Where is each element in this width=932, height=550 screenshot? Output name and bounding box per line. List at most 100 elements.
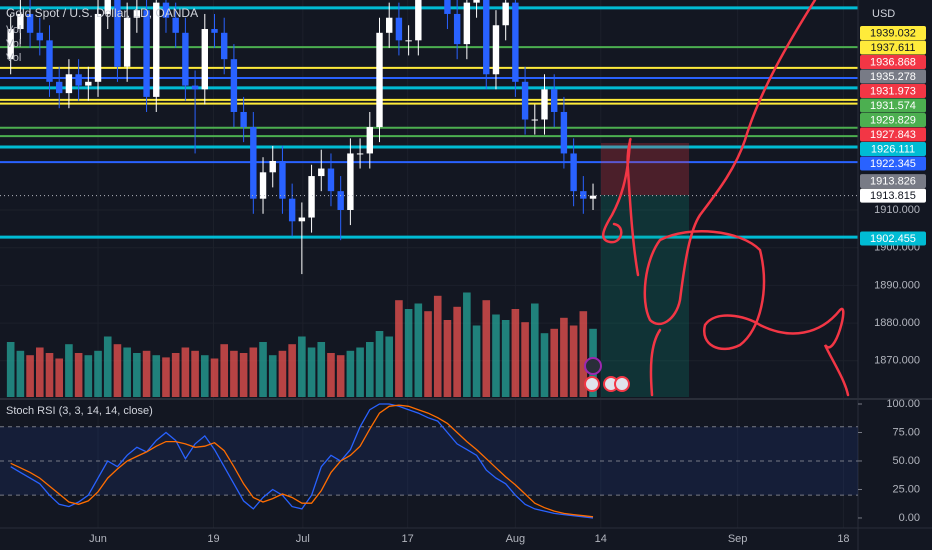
price-chip-label: 1926.111 [871,143,915,155]
x-tick-label: Jun [89,533,107,545]
candle-body [46,40,53,82]
volume-bar [278,350,287,397]
candle-body [17,13,24,30]
volume-bar [307,347,316,397]
price-chip [860,112,926,127]
candle-body [318,168,325,177]
candle-body [162,2,170,18]
price-chip [860,156,926,171]
candle-body [259,172,267,199]
price-chip [860,174,926,189]
overlay-label: Vol [6,38,21,50]
price-chip-label: 1937.611 [870,42,915,54]
volume-bar [463,292,471,397]
volume-bar [336,355,345,397]
volume-bar [230,350,238,397]
candle-body [201,29,208,90]
volume-bar [94,350,102,397]
candle-body [327,168,335,192]
volume-bar [540,333,549,397]
candle-body [580,191,587,199]
y-tick-label: 1910.000 [874,204,920,216]
price-chip [860,83,926,98]
price-chip-label: 1931.973 [870,85,916,97]
x-tick-label: 14 [595,533,607,545]
volume-bar [6,342,15,397]
candle-body [279,160,286,199]
price-chip-label: 1913.826 [870,176,916,188]
x-tick-label: Aug [506,533,526,545]
volume-bar [133,353,141,397]
volume-bar [16,350,25,397]
volume-bar [560,317,568,397]
y-tick-label: 1880.000 [874,317,920,329]
candle-body [531,119,538,121]
overlay-label: Vol [6,52,21,64]
candle-body [541,89,548,120]
candle-body [65,74,73,94]
candle-body [395,17,403,41]
candle-body [512,2,519,82]
volume-bar [433,295,442,397]
volume-bar [181,347,190,397]
volume-bar [113,344,122,397]
price-chip [860,54,926,69]
candle-body [570,153,577,192]
volume-bar [482,300,491,397]
price-chip-label: 1902.455 [870,233,916,245]
candle-body [347,153,354,210]
candle-body [366,127,373,154]
volume-bar [492,314,500,397]
candle-body [75,74,82,86]
y-tick-label: 75.00 [892,426,920,438]
candle-body [133,10,141,18]
price-chip [860,141,926,156]
candle-body [182,32,189,86]
volume-bar [249,347,258,397]
volume-bar [317,342,326,397]
volume-bar [259,342,267,397]
y-tick-label: 0.00 [899,512,920,524]
price-chip-label: 1936.868 [870,56,916,68]
candle-body [356,153,364,155]
candle-body [250,127,257,199]
y-tick-label: 1870.000 [874,355,920,367]
volume-bar [191,350,199,397]
candle-body [269,160,276,173]
candle-body [191,85,199,90]
volume-bar [171,353,180,397]
candle-body [172,17,179,33]
volume-bar [74,353,83,397]
candle-body [453,13,461,45]
candle-body [221,32,228,60]
candle-body [85,81,92,86]
volume-bar [579,311,588,397]
price-chip-label: 1922.345 [870,158,916,170]
volume-bar [288,344,296,397]
candle-body [26,13,34,33]
candle-body [463,2,471,45]
candle-body [211,29,218,33]
volume-bar [123,347,131,397]
symbol-title: Gold Spot / U.S. Dollar, 1D, OANDA [6,6,198,20]
candle-body [415,0,422,41]
x-tick-label: 19 [207,533,219,545]
volume-bar [84,355,93,397]
candle-body [551,89,558,112]
volume-bar [569,325,578,397]
candle-body [308,176,315,218]
x-tick-label: Sep [728,533,748,545]
price-chip [860,231,926,246]
candle-body [153,2,160,97]
candle-body [337,191,344,210]
volume-bar [327,353,335,397]
volume-bar [65,344,73,397]
candle-body [114,0,121,67]
volume-bar [152,355,161,397]
volume-bar [424,311,432,397]
candle-body [7,29,14,60]
candle-body [376,32,383,128]
price-chip [860,40,926,55]
candle-body [94,13,102,82]
